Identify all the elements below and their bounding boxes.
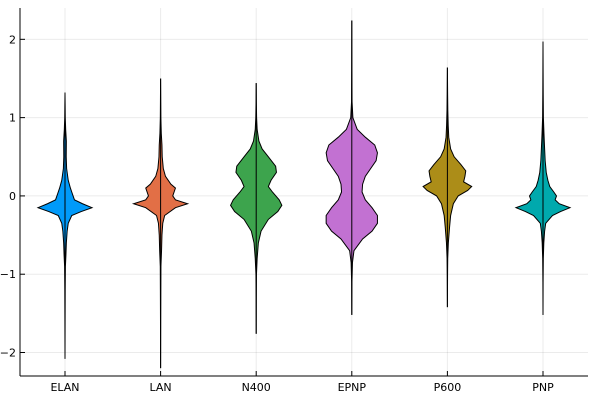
x-tick-label: P600: [434, 381, 462, 394]
y-tick-label: 1: [9, 112, 16, 125]
y-tick-label: 0: [9, 190, 16, 203]
x-tick-label: N400: [242, 381, 271, 394]
x-tick-label: LAN: [150, 381, 172, 394]
x-tick-label: ELAN: [50, 381, 79, 394]
grid: [20, 8, 588, 376]
y-tick-label: 2: [9, 33, 16, 46]
y-tick-label: −1: [0, 268, 16, 281]
axes: −2 −1 0 1 2 ELAN LAN N400 EPNP P600 PNP: [0, 8, 588, 394]
y-tick-label: −2: [0, 347, 16, 360]
x-tick-label: EPNP: [338, 381, 367, 394]
violins: [36, 20, 572, 369]
x-tick-label: PNP: [532, 381, 554, 394]
